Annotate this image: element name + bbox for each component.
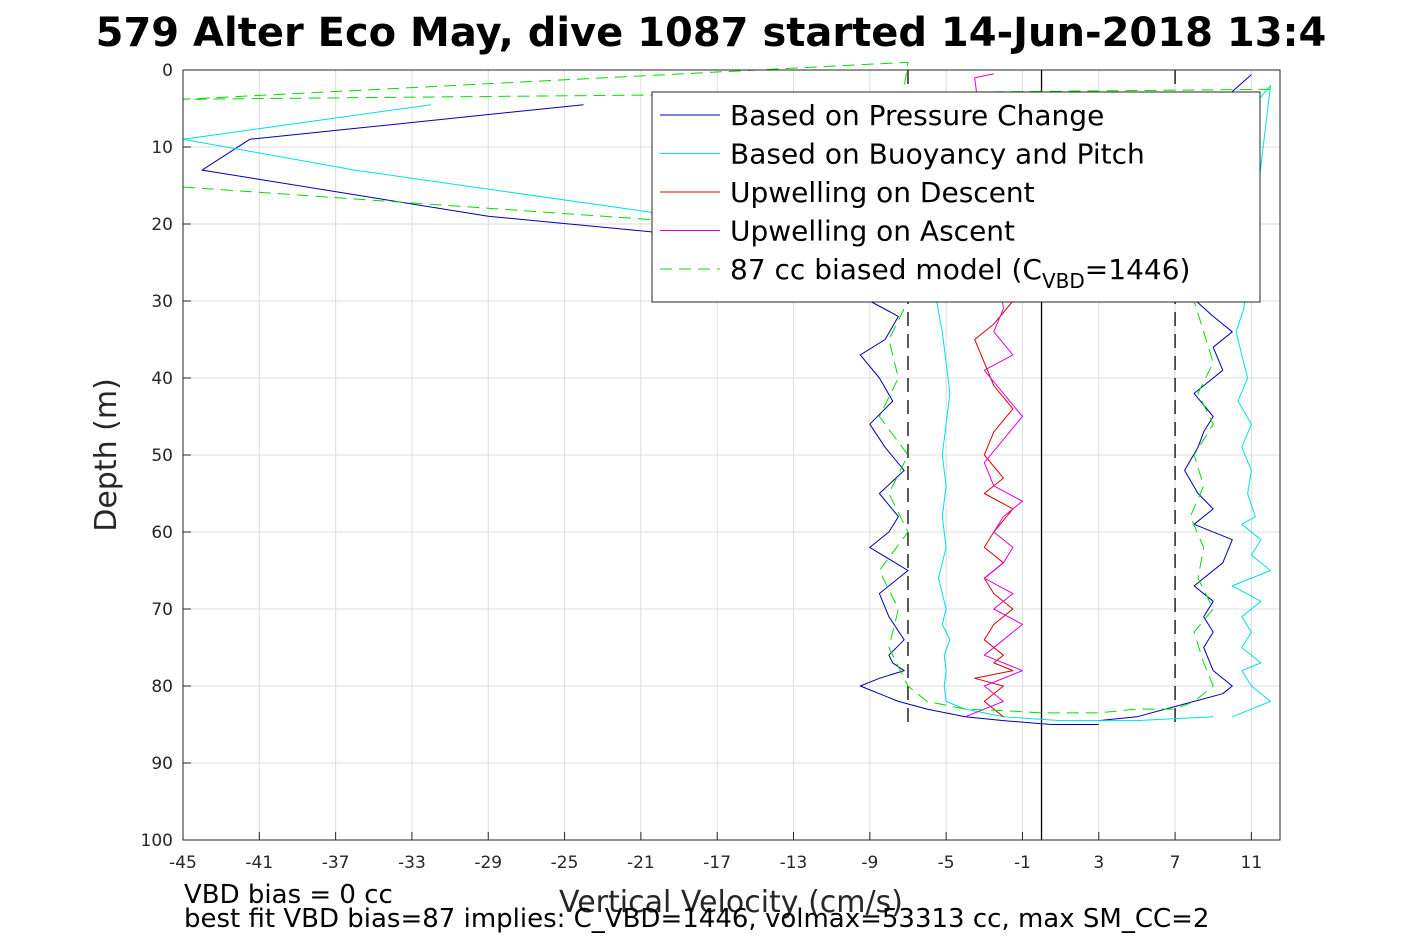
series-line — [1098, 74, 1252, 722]
x-tick-label: -29 — [474, 853, 502, 873]
y-tick-label: 20 — [151, 215, 173, 235]
series-line — [182, 104, 1214, 722]
x-tick-label: -37 — [322, 853, 350, 873]
x-tick-label: -21 — [627, 853, 655, 873]
y-tick-label: 90 — [151, 754, 173, 774]
y-tick-label: 100 — [141, 831, 173, 851]
y-tick-label: 30 — [151, 292, 173, 312]
y-tick-label: 10 — [151, 138, 173, 158]
series-group — [182, 61, 1271, 725]
footer-line-1: VBD bias = 0 cc — [184, 880, 393, 910]
x-tick-label: -33 — [398, 853, 426, 873]
legend: Based on Pressure Change Based on Buoyanc… — [651, 91, 1261, 303]
x-tick-label: -13 — [780, 853, 808, 873]
footer-line-2: best fit VBD bias=87 implies: C_VBD=1446… — [184, 904, 1209, 934]
series-line — [974, 300, 1014, 718]
series-line — [965, 73, 1023, 718]
tick-labels: -45 -41 -37 -33 -29 -25 -21 -17 -13 -9 -5 -1 3 7 11010… — [141, 61, 1263, 873]
x-tick-label: -9 — [861, 853, 878, 873]
legend-entry-label: Based on Pressure Change — [730, 99, 1104, 132]
x-tick-label: -17 — [703, 853, 731, 873]
y-tick-label: 70 — [151, 600, 173, 620]
legend-entry-label: Upwelling on Ascent — [730, 215, 1015, 248]
x-tick-label: 11 — [1241, 853, 1263, 873]
y-tick-label: 80 — [151, 677, 173, 697]
legend-box — [651, 91, 1261, 303]
legend-entry-label: 87 cc biased model (CVBD=1446) — [730, 253, 1190, 293]
y-tick-label: 60 — [151, 523, 173, 543]
x-tick-label: -1 — [1014, 853, 1031, 873]
series-line — [1231, 84, 1271, 718]
chart-title: 579 Alter Eco May, dive 1087 started 14-… — [96, 10, 1327, 56]
x-axis-label: Vertical Velocity (cm/s) — [559, 885, 903, 920]
x-tick-label: -41 — [245, 853, 273, 873]
legend-entry-label: Based on Buoyancy and Pitch — [730, 138, 1145, 171]
x-tick-label: -45 — [169, 853, 197, 873]
x-tick-label: -25 — [551, 853, 579, 873]
y-tick-label: 40 — [151, 369, 173, 389]
x-tick-label: -5 — [938, 853, 955, 873]
x-tick-label: 3 — [1093, 853, 1104, 873]
y-axis-label: Depth (m) — [89, 378, 124, 532]
series-line — [201, 104, 1099, 725]
y-tick-label: 50 — [151, 446, 173, 466]
series-line — [182, 61, 1271, 714]
y-tick-label: 0 — [162, 61, 173, 81]
series-line — [182, 186, 661, 221]
legend-entry-label: Upwelling on Descent — [730, 176, 1035, 209]
x-tick-label: 7 — [1170, 853, 1181, 873]
